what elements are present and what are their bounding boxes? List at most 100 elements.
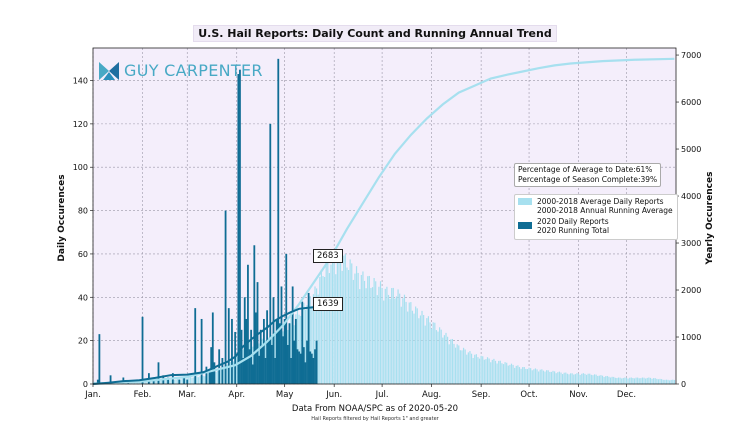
bar-current-daily [218,349,221,384]
bar-avg-daily [617,377,620,384]
bar-avg-daily [635,377,637,384]
y2-tick-label: 2000 [681,286,701,295]
bar-avg-daily [379,281,382,384]
x-tick-label: Jul. [375,390,389,400]
bar-avg-daily [648,377,650,384]
bar-current-daily [247,264,249,384]
bar-avg-daily [601,375,604,384]
bar-avg-daily [328,273,330,384]
legend-label-current-daily: 2020 Daily Reports [537,217,609,226]
bar-avg-daily [156,380,158,384]
bar-current-daily [186,379,189,384]
bar-avg-daily [384,288,386,384]
bar-avg-daily [474,354,476,384]
bar-avg-daily [154,379,156,384]
bar-avg-daily [454,347,457,384]
bar-avg-daily [659,378,661,384]
bar-avg-daily [606,375,608,384]
y2-tick-label: 0 [681,380,686,389]
bar-current-daily [286,344,289,384]
bar-avg-daily [673,379,676,384]
bar-avg-daily [538,371,540,384]
bar-avg-daily [496,363,498,384]
bar-avg-daily [309,296,311,384]
bar-avg-daily [665,379,668,384]
bar-avg-daily [542,370,545,384]
bar-avg-daily [490,362,492,384]
bar-avg-daily [216,370,219,384]
y2-tick-label: 7000 [681,51,701,60]
bar-avg-daily [346,267,348,384]
bar-avg-daily [443,335,445,384]
x-tick-label: Aug. [422,390,441,400]
bar-avg-daily [561,374,564,384]
bar-avg-daily [378,286,380,384]
bar-avg-daily [349,259,351,384]
line-avg-running [92,57,675,386]
y-tick-label: 60 [78,250,88,259]
bar-current-daily [277,58,280,384]
y-tick-label: 20 [78,337,88,346]
bar-avg-daily [429,322,431,384]
bar-current-daily [285,253,288,384]
bar-current-daily [152,379,155,384]
bar-avg-daily [600,375,602,384]
bar-avg-daily [621,378,623,384]
bar-avg-daily [376,295,378,384]
bar-avg-daily [177,378,179,384]
bar-current-daily [224,210,227,384]
bar-avg-daily [552,370,554,384]
bar-avg-daily [330,264,332,384]
bar-current-daily [315,340,318,384]
bar-avg-daily [421,310,423,384]
bar-current-daily [200,318,203,384]
bar-avg-daily [181,378,184,384]
bar-avg-daily [161,379,163,384]
bar-avg-daily [197,377,200,384]
bar-avg-daily [549,371,551,384]
stat-percent-average: Percentage of Average to Date:61% [518,165,653,174]
bar-avg-daily [579,374,581,384]
running-lines [92,57,675,386]
bar-avg-daily [576,373,578,384]
bar-avg-daily [373,278,375,384]
bar-avg-daily [400,306,402,384]
bar-current-daily [255,312,257,384]
bar-avg-daily [466,354,468,384]
bar-avg-daily [407,311,409,384]
bar-current-daily [227,308,230,384]
bar-current-daily [167,377,169,384]
bar-avg-daily [629,377,631,384]
bar-avg-daily [565,372,567,384]
bar-avg-daily [132,382,134,384]
bar-avg-daily [622,377,624,384]
bar-avg-daily [523,367,525,384]
bar-avg-daily [520,368,522,384]
bar-avg-daily [138,382,140,384]
bar-current-daily [304,362,307,384]
bar-avg-daily [229,361,231,384]
bar-avg-daily [405,301,407,384]
bar-current-daily [267,340,270,384]
bar-avg-daily [448,344,450,384]
bar-avg-daily [482,356,484,384]
bar-current-daily [293,340,296,384]
bar-avg-daily [322,276,324,384]
bar-avg-daily [485,359,487,384]
callout-current-total: 1639 [313,297,343,311]
bar-avg-daily [418,318,420,384]
bar-avg-daily [319,276,321,384]
bar-avg-daily [541,369,543,384]
bar-avg-daily [640,378,642,384]
bar-avg-daily [403,294,406,384]
bar-avg-daily [303,302,305,384]
bar-avg-daily [568,374,570,384]
bar-avg-daily [627,378,629,384]
bar-avg-daily [169,380,171,384]
bar-avg-daily [493,358,495,384]
legend-swatch-avg [518,198,532,205]
bar-avg-daily [341,270,343,384]
x-tick-label: Dec. [617,390,636,400]
bar-avg-daily [367,276,369,384]
bar-avg-daily [146,380,148,384]
